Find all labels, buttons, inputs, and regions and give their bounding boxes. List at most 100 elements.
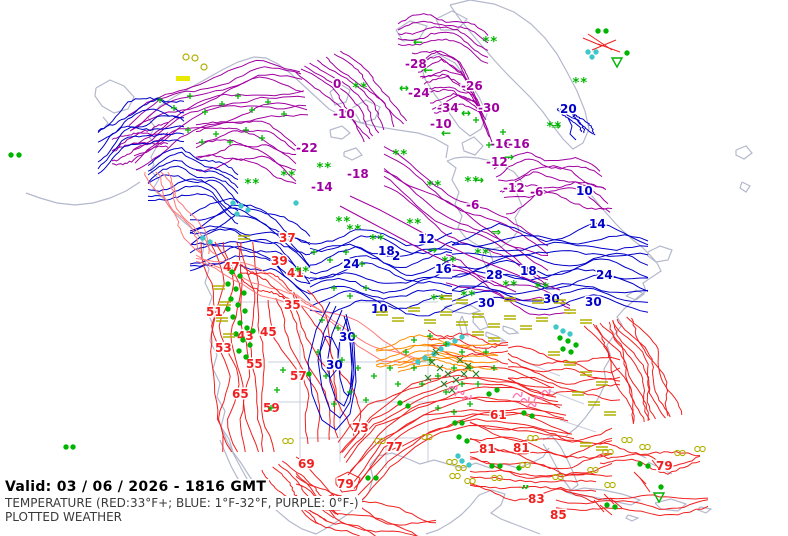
coastline <box>425 505 471 535</box>
station-hash-icon <box>472 370 480 378</box>
snow-asterisk-icon: ** <box>572 76 588 91</box>
station-plus-icon <box>227 139 233 145</box>
coastline <box>584 185 658 264</box>
station-plus-icon <box>411 365 417 371</box>
isotherm-contour-line <box>507 376 621 393</box>
fog-bar-icon <box>392 317 404 322</box>
station-plus-icon <box>311 249 317 255</box>
isotherm-contour-line <box>339 374 555 454</box>
station-plus-icon <box>435 373 441 379</box>
isotherm-contour-line <box>155 171 203 255</box>
fog-bar-icon <box>554 299 566 304</box>
station-dot-icon <box>516 465 522 471</box>
isotherm-contour-line <box>375 356 499 371</box>
red-fragment-line <box>593 499 605 513</box>
isotherm-contour-line <box>267 299 310 445</box>
haze-symbol-icon <box>592 466 599 474</box>
fog-bar-icon <box>548 351 560 356</box>
station-plus-icon <box>187 93 193 99</box>
station-plus-icon <box>171 105 177 111</box>
isotherm-contour-line <box>300 68 371 140</box>
station-cyan-dot-icon <box>245 207 251 213</box>
coastline <box>449 0 590 150</box>
contour-value-label: -10 <box>430 117 452 131</box>
isotherm-contour-line <box>111 142 169 162</box>
isotherm-contour-line <box>337 317 353 397</box>
isotherm-contour-line <box>507 345 621 364</box>
station-dot-icon <box>8 152 14 158</box>
station-plus-icon <box>419 381 425 387</box>
station-plus-icon <box>243 127 249 133</box>
station-dot-icon <box>237 273 243 279</box>
station-plus-icon <box>363 397 369 403</box>
coastline <box>542 435 579 491</box>
station-plus-icon <box>500 129 506 135</box>
contour-value-label: -12 <box>503 181 525 195</box>
fog-bar-icon <box>376 311 388 316</box>
isotherm-contour-line <box>189 225 311 267</box>
haze-symbol-icon <box>699 445 706 453</box>
wind-arrow-icon: → <box>504 150 514 164</box>
station-cyan-dot-icon <box>200 235 206 241</box>
coastline <box>147 56 449 159</box>
station-plus-icon <box>268 405 274 411</box>
station-hash-icon <box>444 370 452 378</box>
isotherm-contour-line <box>421 73 481 107</box>
station-plus-icon <box>219 101 225 107</box>
isotherm-contour-line <box>319 335 339 379</box>
isotherm-contour-line <box>507 366 621 385</box>
station-cyan-dot-icon <box>452 338 458 344</box>
isotherm-contour-line <box>397 20 489 44</box>
snow-asterisk-icon: ** <box>352 81 368 96</box>
station-plus-icon <box>157 97 163 103</box>
contour-value-label: 47 <box>223 260 240 274</box>
snow-asterisk-icon: ** <box>369 233 385 248</box>
isotherm-contour-line <box>195 254 421 361</box>
contour-value-label: 2 <box>392 249 400 263</box>
isotherm-contour-line <box>189 197 311 237</box>
station-plus-icon <box>335 325 341 331</box>
isotherm-contour-line <box>425 86 485 118</box>
fog-bar-icon <box>604 411 616 416</box>
station-dot-icon <box>595 28 601 34</box>
isotherm-contour-line <box>307 301 357 431</box>
fog-bar-icon <box>564 361 576 366</box>
station-dot-icon <box>497 463 503 469</box>
contour-value-label: 69 <box>298 457 315 471</box>
red-fragment-line <box>651 459 661 471</box>
fog-bar-icon <box>488 337 500 342</box>
station-dot-icon <box>235 302 241 308</box>
haze-symbol-icon <box>469 477 476 485</box>
map-legend: Valid: 03 / 06 / 2026 - 1816 GMT TEMPERA… <box>4 479 362 524</box>
isotherm-contour-line <box>626 316 683 416</box>
contour-value-label: 57 <box>290 369 307 383</box>
wind-arrow-icon: → <box>474 173 484 187</box>
fog-bar-icon <box>472 313 484 318</box>
isotherm-contour-line <box>333 53 404 125</box>
coastline <box>395 20 428 42</box>
station-dot-icon <box>70 444 76 450</box>
contour-value-label: 18 <box>520 264 537 278</box>
station-cyan-dot-icon <box>593 49 599 55</box>
haze-symbol-icon <box>460 464 467 472</box>
isotherm-contour-line <box>397 364 475 373</box>
coastline <box>343 147 363 161</box>
haze-symbol-icon <box>282 437 289 445</box>
station-plus-icon <box>213 131 219 137</box>
isotherm-contour-line <box>469 484 597 503</box>
contour-value-label: 10 <box>371 302 388 316</box>
station-hash-icon <box>432 348 440 356</box>
coastline <box>485 331 508 342</box>
snow-asterisk-icon: ** <box>430 293 446 308</box>
isotherm-contour-line <box>325 56 395 128</box>
contour-value-label: 79 <box>337 477 354 491</box>
station-dot-icon <box>494 387 500 393</box>
contour-value-label: 18 <box>378 244 395 258</box>
station-plus-icon <box>274 387 280 393</box>
snow-asterisk-icon: ** <box>406 217 422 232</box>
station-cyan-dot-icon <box>207 239 213 245</box>
haze-symbol-icon <box>451 458 458 466</box>
station-dot-icon <box>568 349 574 355</box>
station-plus-icon <box>467 401 473 407</box>
contour-value-label: 16 <box>435 262 452 276</box>
